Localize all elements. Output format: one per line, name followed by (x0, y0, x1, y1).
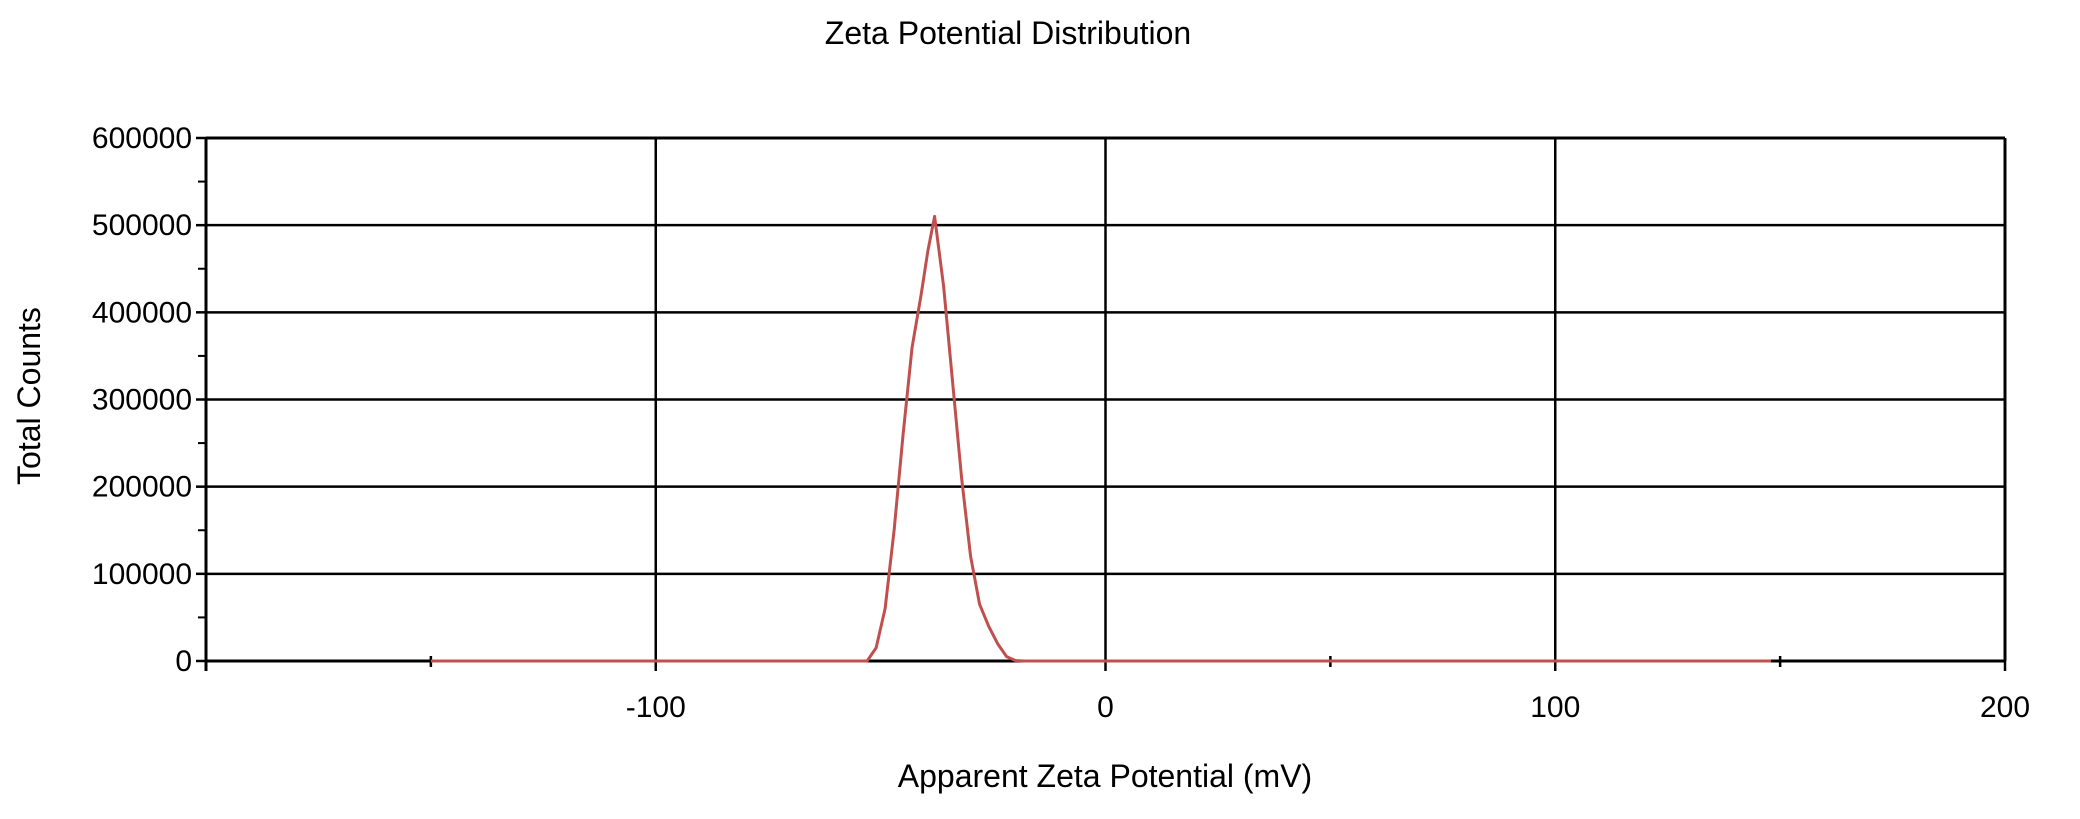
x-tick-label: 100 (1530, 691, 1580, 724)
y-tick-label: 100000 (92, 558, 192, 591)
tick-labels: 0 100000 200000 300000 400000 500000 600000 -10… (92, 122, 2030, 724)
y-tick-label: 200000 (92, 471, 192, 504)
y-tick-label: 500000 (92, 209, 192, 242)
x-tick-label: 0 (1097, 691, 1114, 724)
grid-lines (206, 138, 2005, 661)
chart-title: Zeta Potential Distribution (825, 15, 1191, 51)
x-tick-label: -100 (626, 691, 686, 724)
x-axis-label: Apparent Zeta Potential (mV) (898, 758, 1312, 794)
x-tick-label: 200 (1980, 691, 2030, 724)
series-line (430, 214, 1772, 663)
y-axis-label: Total Counts (11, 307, 47, 485)
y-tick-label: 300000 (92, 384, 192, 417)
y-tick-label: 0 (175, 645, 192, 678)
y-tick-label: 400000 (92, 296, 192, 329)
series-layer (430, 214, 1772, 663)
axes (196, 136, 2007, 671)
y-tick-label: 600000 (92, 122, 192, 155)
